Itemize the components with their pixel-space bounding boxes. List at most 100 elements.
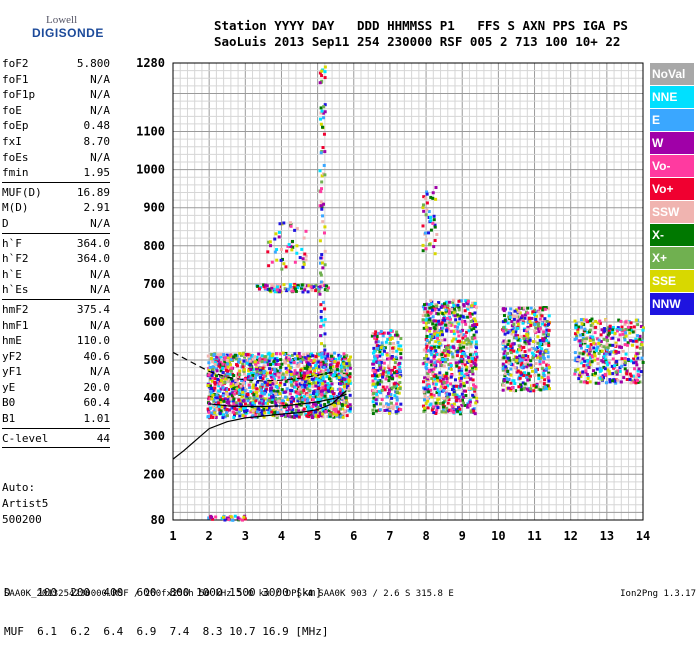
echo-point: [278, 383, 282, 387]
echo-point: [540, 322, 544, 326]
echo-point: [206, 415, 210, 419]
echo-point: [226, 362, 230, 366]
echo-point: [385, 353, 389, 357]
echo-point: [229, 377, 233, 381]
echo-point: [430, 353, 434, 357]
echo-point: [529, 322, 533, 326]
echo-point: [501, 362, 505, 366]
echo-point: [529, 347, 533, 351]
echo-point: [241, 392, 245, 396]
echo-point: [428, 306, 432, 310]
echo-point: [592, 346, 596, 350]
echo-point: [593, 350, 597, 354]
echo-point: [322, 351, 326, 355]
echo-point: [510, 332, 514, 336]
echo-point: [319, 398, 323, 402]
echo-point: [284, 390, 288, 394]
echo-point: [592, 341, 596, 345]
echo-point: [387, 357, 391, 361]
echo-point: [509, 313, 513, 317]
echo-point: [449, 367, 453, 371]
echo-point: [506, 321, 510, 325]
echo-point: [470, 304, 474, 308]
echo-point: [388, 369, 392, 373]
echo-point: [423, 231, 427, 235]
echo-point: [434, 374, 438, 378]
echo-point: [208, 371, 212, 375]
echo-point: [262, 415, 266, 419]
echo-point: [608, 343, 612, 347]
echo-point: [335, 413, 339, 417]
echo-point: [235, 378, 239, 382]
echo-point: [506, 331, 510, 335]
echo-point: [631, 339, 635, 343]
echo-point: [512, 349, 516, 353]
echo-point: [431, 221, 435, 225]
echo-point: [276, 373, 280, 377]
echo-point: [261, 357, 265, 361]
echo-point: [272, 288, 276, 292]
echo-point: [427, 303, 431, 307]
echo-point: [399, 337, 403, 341]
echo-point: [390, 356, 394, 360]
param-name: foE: [2, 103, 22, 117]
echo-point: [323, 394, 327, 398]
echo-point: [422, 320, 426, 324]
echo-point: [474, 393, 478, 397]
echo-point: [223, 381, 227, 385]
echo-point: [230, 379, 234, 383]
echo-point: [312, 402, 316, 406]
echo-point: [468, 403, 472, 407]
echo-point: [278, 368, 282, 372]
param-value: 8.70: [83, 134, 111, 148]
echo-point: [438, 371, 442, 375]
echo-point: [273, 372, 277, 376]
echo-point: [229, 369, 233, 373]
echo-point: [221, 370, 225, 374]
echo-point: [533, 313, 537, 317]
echo-point: [580, 322, 584, 326]
echo-point: [442, 381, 446, 385]
param-name: foF1: [2, 72, 29, 86]
echo-point: [622, 361, 626, 365]
echo-point: [474, 385, 478, 389]
echo-point: [289, 372, 293, 376]
echo-point: [432, 218, 436, 222]
echo-point: [616, 378, 620, 382]
echo-point: [230, 387, 234, 391]
echo-point: [463, 319, 467, 323]
echo-point: [449, 375, 453, 379]
echo-point: [519, 316, 523, 320]
echo-point: [212, 353, 216, 357]
echo-point: [437, 301, 441, 305]
echo-point: [258, 401, 262, 405]
echo-point: [223, 387, 227, 391]
echo-point: [321, 382, 325, 386]
echo-point: [475, 355, 479, 359]
echo-point: [235, 363, 239, 367]
echo-point: [219, 353, 223, 357]
param-value: 364.0: [76, 236, 110, 250]
echo-point: [473, 350, 477, 354]
echo-point: [460, 367, 464, 371]
echo-point: [372, 350, 376, 354]
echo-point: [217, 405, 221, 409]
echo-point: [473, 412, 477, 416]
echo-point: [323, 402, 327, 406]
echo-point: [253, 392, 257, 396]
echo-point: [270, 391, 274, 395]
echo-point: [381, 331, 385, 335]
echo-point: [434, 303, 438, 307]
echo-point: [531, 310, 535, 314]
legend-entry-vo: Vo-: [650, 155, 694, 177]
echo-point: [473, 389, 477, 393]
echo-point: [375, 392, 379, 396]
echo-point: [596, 345, 600, 349]
echo-point: [261, 399, 265, 403]
echo-point: [378, 347, 382, 351]
echo-point: [423, 408, 427, 412]
echo-point: [211, 367, 215, 371]
echo-point: [431, 405, 435, 409]
param-value: 110.0: [76, 334, 110, 348]
echo-point: [431, 191, 435, 195]
